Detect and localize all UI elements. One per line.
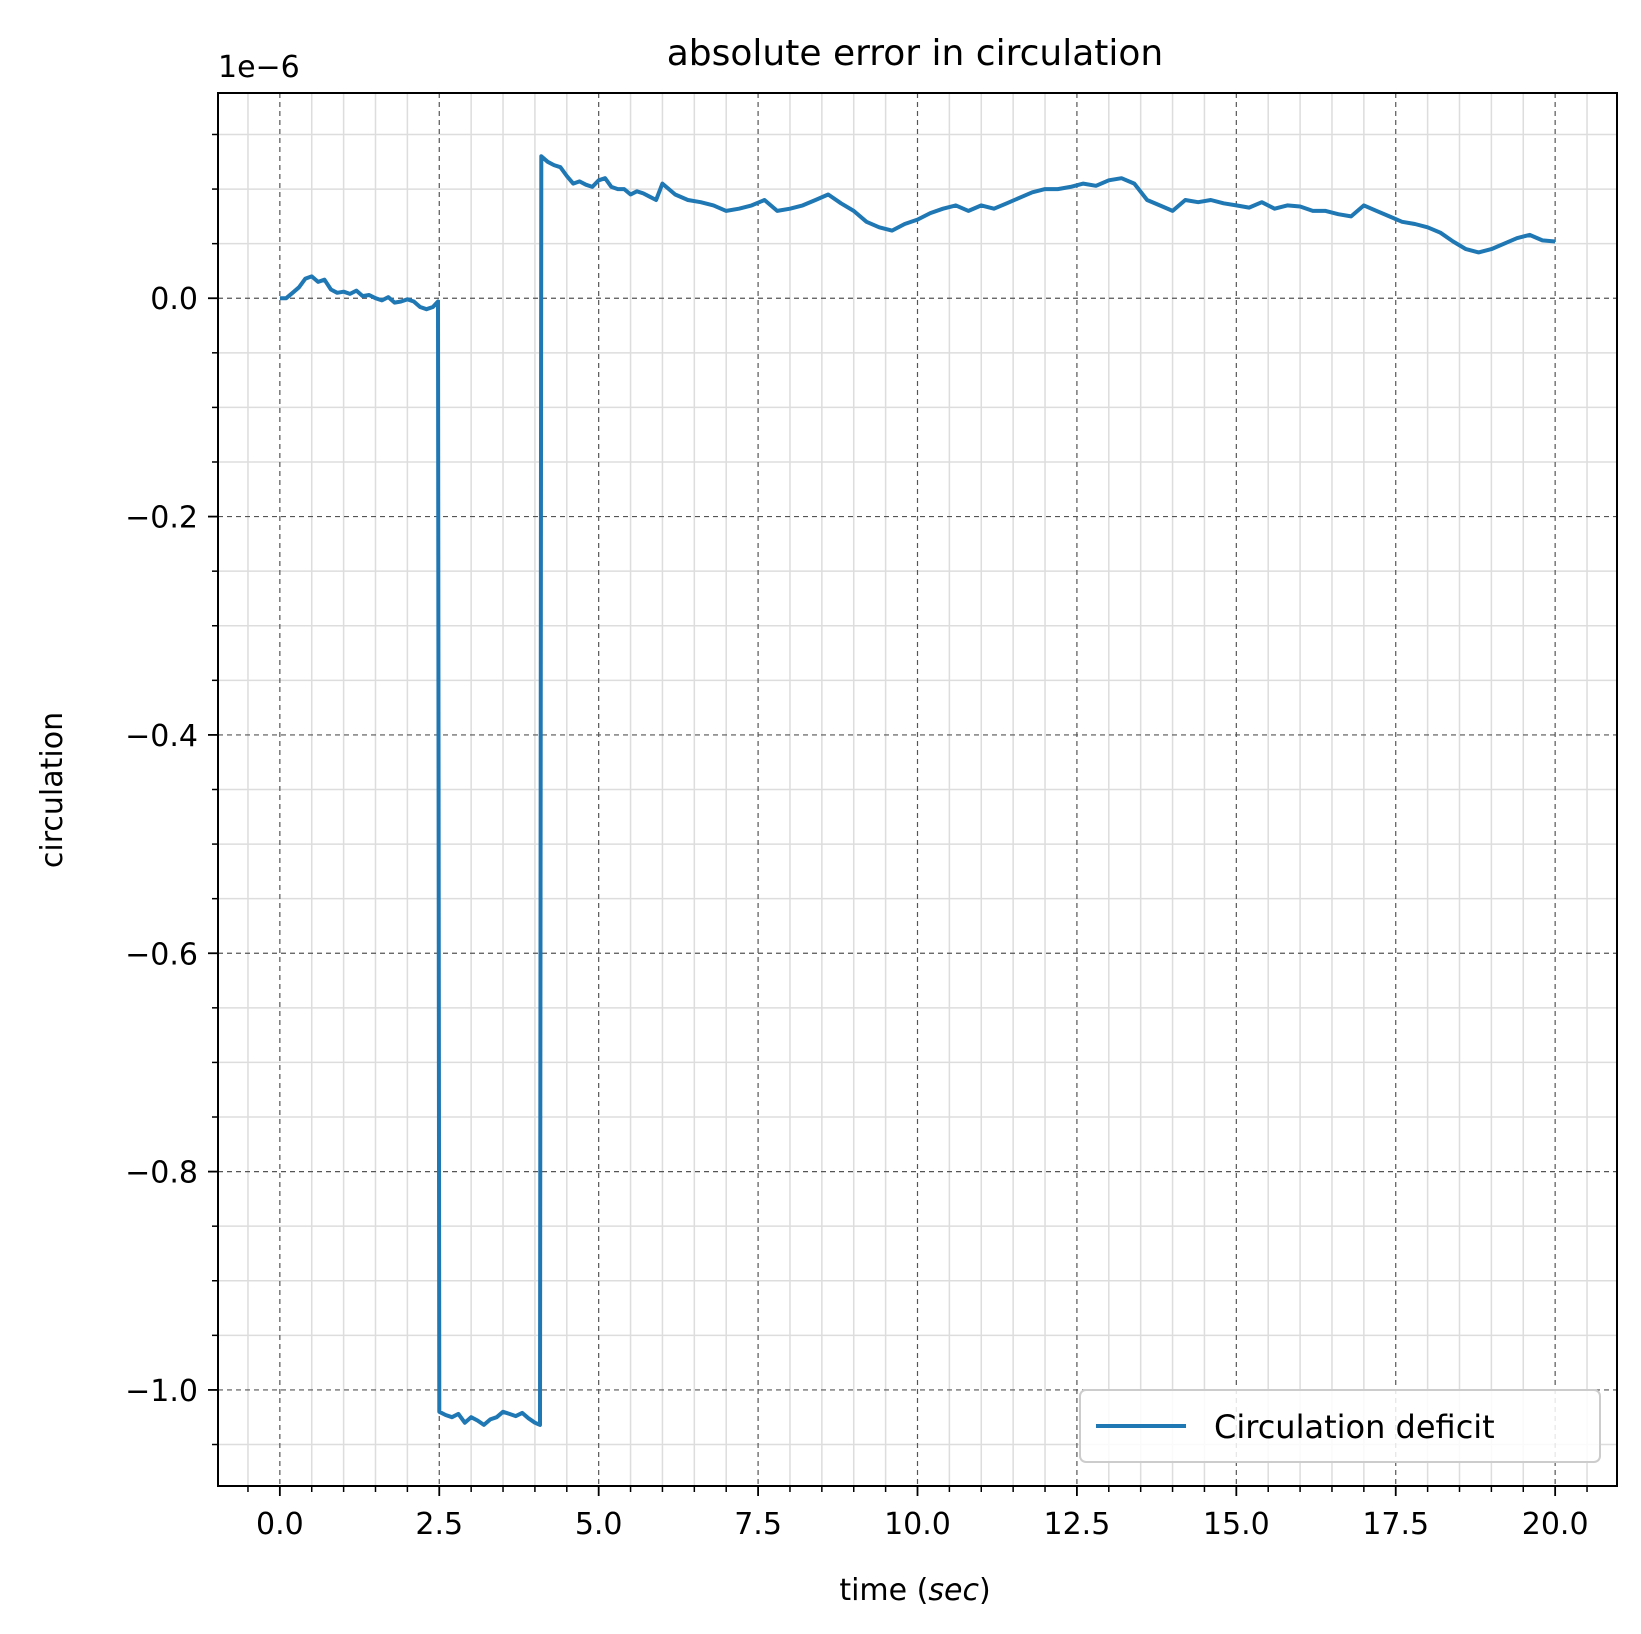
minor-grid bbox=[218, 93, 1617, 1486]
tick-layer: 0.0 2.5 5.0 7.5 10.0 12.5 15.0 17.5 20.0 0.0 −0.2 −… bbox=[125, 133, 1589, 1542]
y-tick-label: −1.0 bbox=[125, 1374, 198, 1409]
y-tick-label: −0.6 bbox=[125, 937, 198, 972]
legend: Circulation deficit bbox=[1079, 1389, 1601, 1463]
x-tick-label: 7.5 bbox=[734, 1507, 782, 1542]
x-tick-label: 5.0 bbox=[575, 1507, 623, 1542]
y-axis-label: circulation bbox=[35, 712, 70, 868]
series-layer bbox=[279, 154, 1556, 1427]
x-tick-label: 12.5 bbox=[1044, 1507, 1111, 1542]
chart-title: absolute error in circulation bbox=[667, 33, 1164, 74]
x-tick-label: 0.0 bbox=[256, 1507, 304, 1542]
y-tick-label: −0.4 bbox=[125, 719, 198, 754]
series-line-circulation-deficit bbox=[279, 154, 1556, 1427]
x-tick-label: 15.0 bbox=[1203, 1507, 1270, 1542]
x-axis-label: time (sec) bbox=[839, 1573, 990, 1608]
y-offset-text: 1e−6 bbox=[218, 50, 300, 85]
y-tick-label: −0.8 bbox=[125, 1156, 198, 1191]
x-tick-label: 20.0 bbox=[1522, 1507, 1589, 1542]
y-tick-label: 0.0 bbox=[150, 282, 198, 317]
x-tick-label: 17.5 bbox=[1362, 1507, 1429, 1542]
legend-box bbox=[1079, 1389, 1601, 1463]
x-tick-label: 10.0 bbox=[884, 1507, 951, 1542]
x-tick-label: 2.5 bbox=[415, 1507, 463, 1542]
legend-label-circulation-deficit: Circulation deficit bbox=[1214, 1408, 1495, 1446]
y-tick-label: −0.2 bbox=[125, 501, 198, 536]
